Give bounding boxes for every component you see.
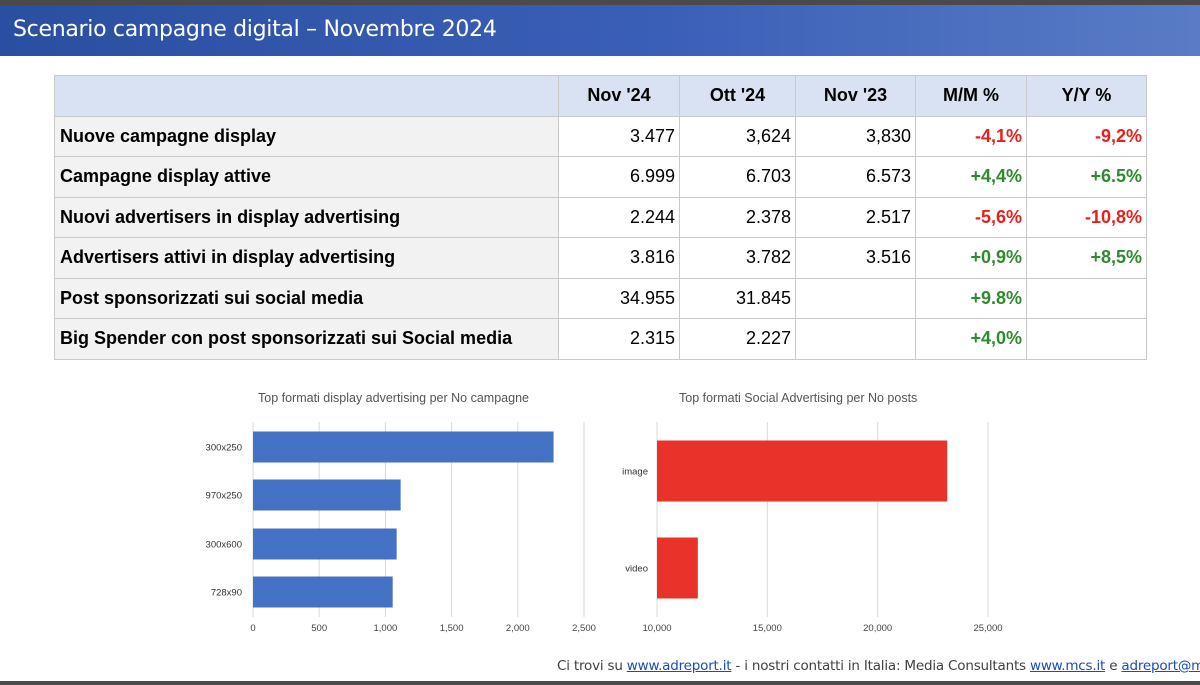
table-header-row: Nov '24 Ott '24 Nov '23 M/M % Y/Y %: [54, 75, 1147, 117]
social-tick-label: 10,000: [642, 623, 671, 634]
cell-mm: +4,0%: [915, 318, 1027, 360]
social-bar: [657, 537, 698, 599]
page-title: Scenario campagne digital – Novembre 202…: [13, 17, 497, 42]
social-bar: [657, 440, 948, 502]
header-mm: M/M %: [915, 75, 1027, 117]
cell-yy: [1026, 318, 1147, 360]
display-category-label: 300x600: [206, 540, 242, 551]
cell-mm: +9.8%: [915, 277, 1027, 319]
cell-ott24: 2.227: [679, 318, 796, 360]
footer-sep: e: [1105, 658, 1122, 674]
display-tick-label: 2,500: [572, 623, 596, 634]
footer-prefix: Ci trovi su: [557, 658, 627, 674]
cell-ott24: 2.378: [679, 196, 796, 238]
cell-yy: +8,5%: [1026, 237, 1147, 279]
cell-mm: -5,6%: [915, 196, 1027, 238]
display-tick-label: 0: [250, 623, 255, 634]
email-link[interactable]: adreport@mcs.it: [1121, 658, 1200, 674]
row-label: Nuovi advertisers in display advertising: [54, 196, 559, 238]
social-tick-label: 15,000: [753, 623, 782, 634]
kpi-table: Nov '24 Ott '24 Nov '23 M/M % Y/Y % Nuov…: [54, 75, 1147, 360]
display-tick-label: 2,000: [506, 623, 530, 634]
display-tick-label: 500: [311, 623, 327, 634]
title-bar: Scenario campagne digital – Novembre 202…: [0, 5, 1200, 56]
mcs-link[interactable]: www.mcs.it: [1029, 658, 1106, 674]
display-tick-label: 1,500: [440, 623, 464, 634]
display-bar: [253, 479, 401, 511]
cell-yy: -9,2%: [1026, 115, 1147, 157]
display-tick-label: 1,000: [374, 623, 398, 634]
display-bar: [253, 528, 397, 560]
display-category-label: 728x90: [211, 588, 242, 599]
cell-nov23: 3,830: [795, 115, 916, 157]
display-bar: [253, 431, 554, 463]
cell-nov23: [795, 277, 916, 319]
cell-yy: -10,8%: [1026, 196, 1147, 238]
cell-nov24: 3.816: [558, 237, 680, 279]
adreport-link[interactable]: www.adreport.it: [626, 658, 732, 674]
top-border: [0, 0, 1200, 5]
cell-ott24: 3,624: [679, 115, 796, 157]
social-tick-label: 20,000: [863, 623, 892, 634]
table-row: Campagne display attive 6.999 6.703 6.57…: [54, 156, 1147, 198]
row-label: Campagne display attive: [54, 156, 559, 198]
display-category-label: 300x250: [206, 443, 242, 454]
table-row: Big Spender con post sponsorizzati sui S…: [54, 318, 1147, 360]
row-label: Nuove campagne display: [54, 115, 559, 157]
cell-nov24: 3.477: [558, 115, 680, 157]
row-label: Big Spender con post sponsorizzati sui S…: [54, 318, 559, 360]
cell-ott24: 6.703: [679, 156, 796, 198]
social-category-label: image: [622, 467, 648, 478]
cell-nov24: 2.315: [558, 318, 680, 360]
social-chart-title: Top formati Social Advertising per No po…: [679, 391, 918, 405]
cell-mm: +0,9%: [915, 237, 1027, 279]
social-tick-label: 25,000: [973, 623, 1002, 634]
table-row: Nuovi advertisers in display advertising…: [54, 196, 1147, 238]
table-row: Nuove campagne display 3.477 3,624 3,830…: [54, 115, 1147, 157]
social-category-label: video: [625, 564, 648, 575]
footer-middle: - i nostri contatti in Italia: Media Con…: [731, 658, 1030, 674]
cell-nov23: [795, 318, 916, 360]
header-nov23: Nov '23: [795, 75, 916, 117]
table-row: Post sponsorizzati sui social media 34.9…: [54, 277, 1147, 319]
row-label: Post sponsorizzati sui social media: [54, 277, 559, 319]
cell-yy: [1026, 277, 1147, 319]
display-bar: [253, 576, 393, 608]
cell-nov24: 6.999: [558, 156, 680, 198]
bottom-border: [0, 681, 1200, 685]
header-ott24: Ott '24: [679, 75, 796, 117]
display-category-label: 970x250: [206, 491, 242, 502]
display-chart-title: Top formati display advertising per No c…: [258, 391, 529, 405]
cell-nov24: 2.244: [558, 196, 680, 238]
header-yy: Y/Y %: [1026, 75, 1147, 117]
footer: Ci trovi su www.adreport.it - i nostri c…: [557, 658, 1200, 674]
cell-mm: -4,1%: [915, 115, 1027, 157]
